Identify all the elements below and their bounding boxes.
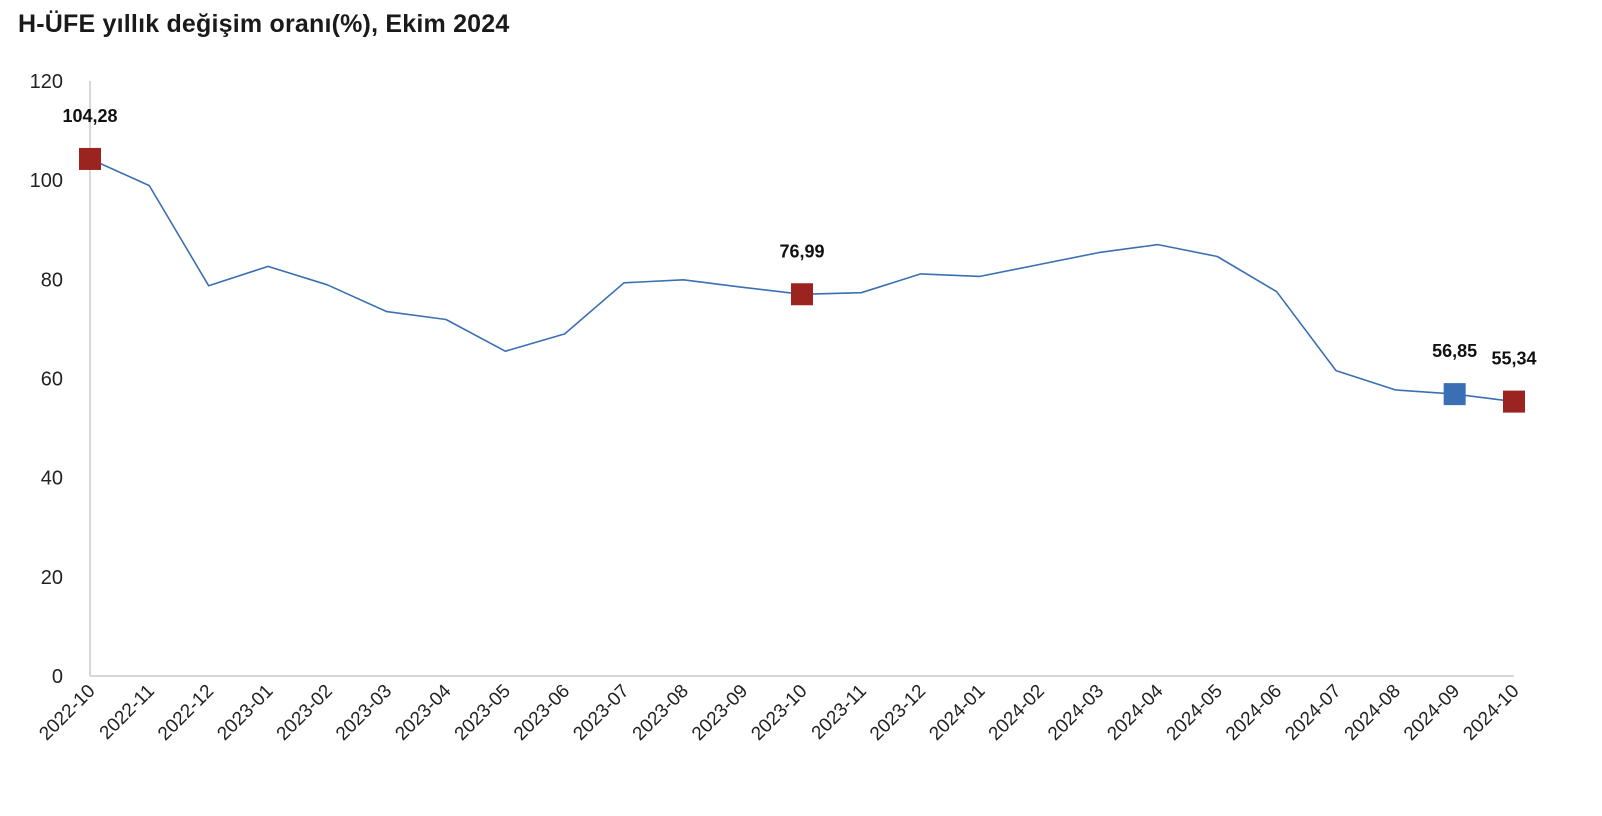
x-tick-label: 2024-07: [1281, 681, 1345, 745]
y-tick-label: 0: [52, 666, 63, 688]
y-tick-label: 120: [30, 71, 63, 93]
x-tick-label: 2024-08: [1341, 681, 1405, 745]
x-tick-label: 2023-04: [391, 680, 455, 744]
highlight-marker: [1503, 390, 1525, 413]
y-tick-label: 100: [30, 170, 63, 192]
y-tick-label: 60: [41, 369, 63, 391]
x-tick-label: 2022-11: [96, 681, 159, 744]
x-tick-label: 2022-12: [154, 681, 218, 745]
series-line: [89, 158, 1515, 403]
x-tick-label: 2023-05: [451, 681, 515, 745]
x-tick-label: 2024-04: [1103, 680, 1167, 744]
x-tick-label: 2023-01: [213, 681, 277, 745]
x-tick-label: 2024-01: [925, 681, 989, 745]
chart-title: H-ÜFE yıllık değişim oranı(%), Ekim 2024: [18, 10, 510, 38]
x-tick-label: 2023-07: [569, 681, 633, 745]
x-tick-label: 2024-09: [1400, 681, 1464, 745]
x-tick-label: 2023-09: [688, 681, 752, 745]
x-tick-label: 2023-06: [510, 681, 574, 745]
x-tick-label: 2023-08: [629, 681, 693, 745]
y-tick-label: 80: [41, 269, 63, 291]
x-tick-label: 2024-06: [1222, 681, 1286, 745]
x-tick-label: 2022-10: [35, 681, 99, 745]
x-tick-label: 2023-10: [747, 681, 811, 745]
chart-data-labels: 104,28 76,99 56,85 55,34: [62, 106, 1536, 369]
data-label: 76,99: [779, 241, 824, 261]
highlight-marker: [1443, 383, 1466, 406]
x-tick-label: 2024-02: [985, 681, 1049, 745]
y-tick-label: 40: [41, 468, 63, 490]
data-label: 104,28: [62, 106, 117, 126]
x-tick-label: 2024-05: [1163, 681, 1227, 745]
highlight-marker: [791, 283, 813, 306]
x-tick-label: 2023-03: [332, 681, 396, 745]
x-tick-label: 2023-12: [866, 681, 930, 745]
x-tick-label: 2023-11: [808, 681, 871, 744]
x-tick-label: 2024-03: [1044, 681, 1108, 745]
chart-axes: [89, 81, 1514, 677]
x-tick-label: 2024-10: [1459, 681, 1523, 745]
data-label: 56,85: [1432, 341, 1477, 361]
chart-series: [89, 158, 1515, 403]
highlight-marker: [79, 147, 101, 170]
x-axis-ticks: 2022-102022-112022-122023-012023-022023-…: [35, 680, 1523, 744]
chart-markers: [79, 147, 1525, 413]
x-tick-label: 2023-02: [273, 681, 337, 745]
data-label: 55,34: [1491, 349, 1536, 369]
y-axis-ticks: 0 20 40 60 80 100 120: [30, 71, 63, 688]
y-tick-label: 20: [41, 567, 63, 589]
